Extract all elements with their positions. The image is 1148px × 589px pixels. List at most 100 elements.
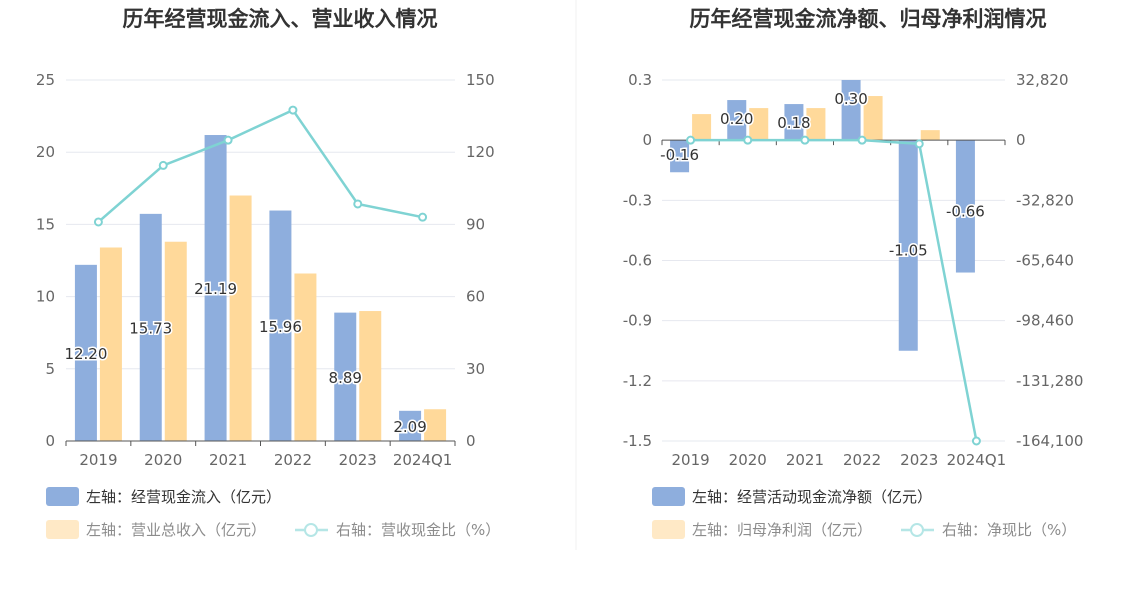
p0-x-tick-label: 2020 xyxy=(144,451,182,469)
p1-x-tick-label: 2023 xyxy=(900,451,938,469)
p0-bar-series1 xyxy=(204,135,227,441)
p1-x-tick-label: 2024Q1 xyxy=(947,451,1007,469)
p1-left-tick: -1.5 xyxy=(623,432,652,450)
p0-line-point xyxy=(158,160,168,170)
p1-bar-series2 xyxy=(863,96,883,141)
p1-bar-series1 xyxy=(670,140,690,173)
p1-right-tick: 32,820 xyxy=(1016,71,1069,89)
p0-bar-series2 xyxy=(99,247,122,441)
p0-data-label: 8.89 xyxy=(329,369,362,387)
p1-left-tick: 0 xyxy=(642,131,652,149)
p0-x-tick-label: 2024Q1 xyxy=(393,451,453,469)
p0-right-tick: 120 xyxy=(466,143,495,161)
p0-left-tick: 20 xyxy=(36,143,55,161)
p1-bar-series2 xyxy=(920,130,940,141)
p0-right-tick: 0 xyxy=(466,432,476,450)
p1-line-point xyxy=(800,135,810,145)
right-chart-title: 历年经营现金流净额、归母净利润情况 xyxy=(690,7,1047,31)
p0-left-tick: 25 xyxy=(36,71,55,89)
p1-line-point xyxy=(686,135,696,145)
p0-line-series xyxy=(97,108,423,223)
p1-data-label: -0.16 xyxy=(660,146,699,164)
p0-data-label: 21.19 xyxy=(194,280,237,298)
p1-right-tick: -98,460 xyxy=(1016,312,1074,330)
p0-line-point xyxy=(223,135,233,145)
p0-bar-series1 xyxy=(269,210,292,441)
p1-line-point xyxy=(971,436,981,446)
p0-data-label: 12.20 xyxy=(64,345,107,363)
p0-x-tick-label: 2019 xyxy=(79,451,117,469)
p0-legend-swatch-series1 xyxy=(46,487,79,506)
p1-data-label: -0.66 xyxy=(946,202,985,220)
p0-x-tick-label: 2021 xyxy=(209,451,247,469)
p0-data-label: 2.09 xyxy=(393,418,426,436)
p1-right-tick: 0 xyxy=(1016,131,1026,149)
p1-left-tick: -0.6 xyxy=(623,252,652,270)
p0-legend-marker-series3 xyxy=(304,523,318,537)
p0-right-tick: 30 xyxy=(466,360,485,378)
p1-bar-series1 xyxy=(898,140,918,351)
p1-x-tick-label: 2020 xyxy=(729,451,767,469)
p1-bar-series2 xyxy=(749,108,769,141)
p1-legend-label-series2: 左轴：归母净利润（亿元） xyxy=(692,521,872,539)
p1-left-tick: -0.9 xyxy=(623,312,652,330)
p1-data-label: 0.20 xyxy=(720,110,753,128)
p1-line-point xyxy=(914,139,924,149)
p1-right-tick: -131,280 xyxy=(1016,372,1083,390)
p0-left-tick: 0 xyxy=(45,432,55,450)
p0-left-tick: 5 xyxy=(45,360,55,378)
p0-right-tick: 90 xyxy=(466,215,485,233)
p0-data-label: 15.96 xyxy=(259,318,302,336)
p0-line-point xyxy=(93,217,103,227)
p0-bar-series1 xyxy=(74,264,97,441)
p0-line-point xyxy=(418,212,428,222)
p1-bar-series2 xyxy=(806,108,826,141)
p0-left-tick: 15 xyxy=(36,215,55,233)
p0-bar-series1 xyxy=(139,213,162,441)
p0-bar-series1 xyxy=(399,410,422,441)
p0-data-label: 15.73 xyxy=(129,319,172,337)
p0-legend-label-series1: 左轴：经营现金流入（亿元） xyxy=(86,488,281,506)
p1-legend-swatch-series2 xyxy=(652,520,685,539)
p0-bar-series2 xyxy=(424,409,447,441)
p1-data-label: 0.30 xyxy=(834,90,867,108)
p0-bar-series2 xyxy=(164,241,187,441)
p1-data-label: -1.05 xyxy=(889,241,928,259)
p1-right-tick: -164,100 xyxy=(1016,432,1083,450)
p1-line-point xyxy=(857,135,867,145)
p1-bar-series2 xyxy=(692,114,712,141)
p0-legend-label-series2: 左轴：营业总收入（亿元） xyxy=(86,521,266,539)
p0-x-tick-label: 2022 xyxy=(274,451,312,469)
p1-bar-series1 xyxy=(841,80,861,141)
p0-bar-series2 xyxy=(294,273,317,441)
p0-line-point xyxy=(288,105,298,115)
p0-right-tick: 150 xyxy=(466,71,495,89)
p1-legend-label-series3: 右轴：净现比（%） xyxy=(942,521,1076,539)
p0-right-tick: 60 xyxy=(466,288,485,306)
left-chart-title: 历年经营现金流入、营业收入情况 xyxy=(123,7,438,31)
p0-line-point xyxy=(353,199,363,209)
p1-x-tick-label: 2019 xyxy=(671,451,709,469)
p1-line-point xyxy=(743,135,753,145)
p0-x-tick-label: 2023 xyxy=(339,451,377,469)
p1-x-tick-label: 2021 xyxy=(786,451,824,469)
p1-legend-swatch-series1 xyxy=(652,487,685,506)
p1-line-series xyxy=(690,138,978,442)
p0-bar-series2 xyxy=(359,311,382,441)
p1-left-tick: 0.3 xyxy=(628,71,652,89)
p0-bar-series2 xyxy=(229,195,252,441)
p1-bar-series1 xyxy=(955,140,975,273)
p1-left-tick: -0.3 xyxy=(623,191,652,209)
p0-legend-swatch-series2 xyxy=(46,520,79,539)
p1-legend-marker-series3 xyxy=(910,523,924,537)
p0-legend-label-series3: 右轴：营收现金比（%） xyxy=(336,521,500,539)
p0-left-tick: 10 xyxy=(36,288,55,306)
p1-right-tick: -32,820 xyxy=(1016,191,1074,209)
p1-bar-series1 xyxy=(784,104,804,141)
p1-right-tick: -65,640 xyxy=(1016,252,1074,270)
p1-x-tick-label: 2022 xyxy=(843,451,881,469)
p1-legend-label-series1: 左轴：经营活动现金流净额（亿元） xyxy=(692,488,932,506)
p1-data-label: 0.18 xyxy=(777,114,810,132)
p1-left-tick: -1.2 xyxy=(623,372,652,390)
